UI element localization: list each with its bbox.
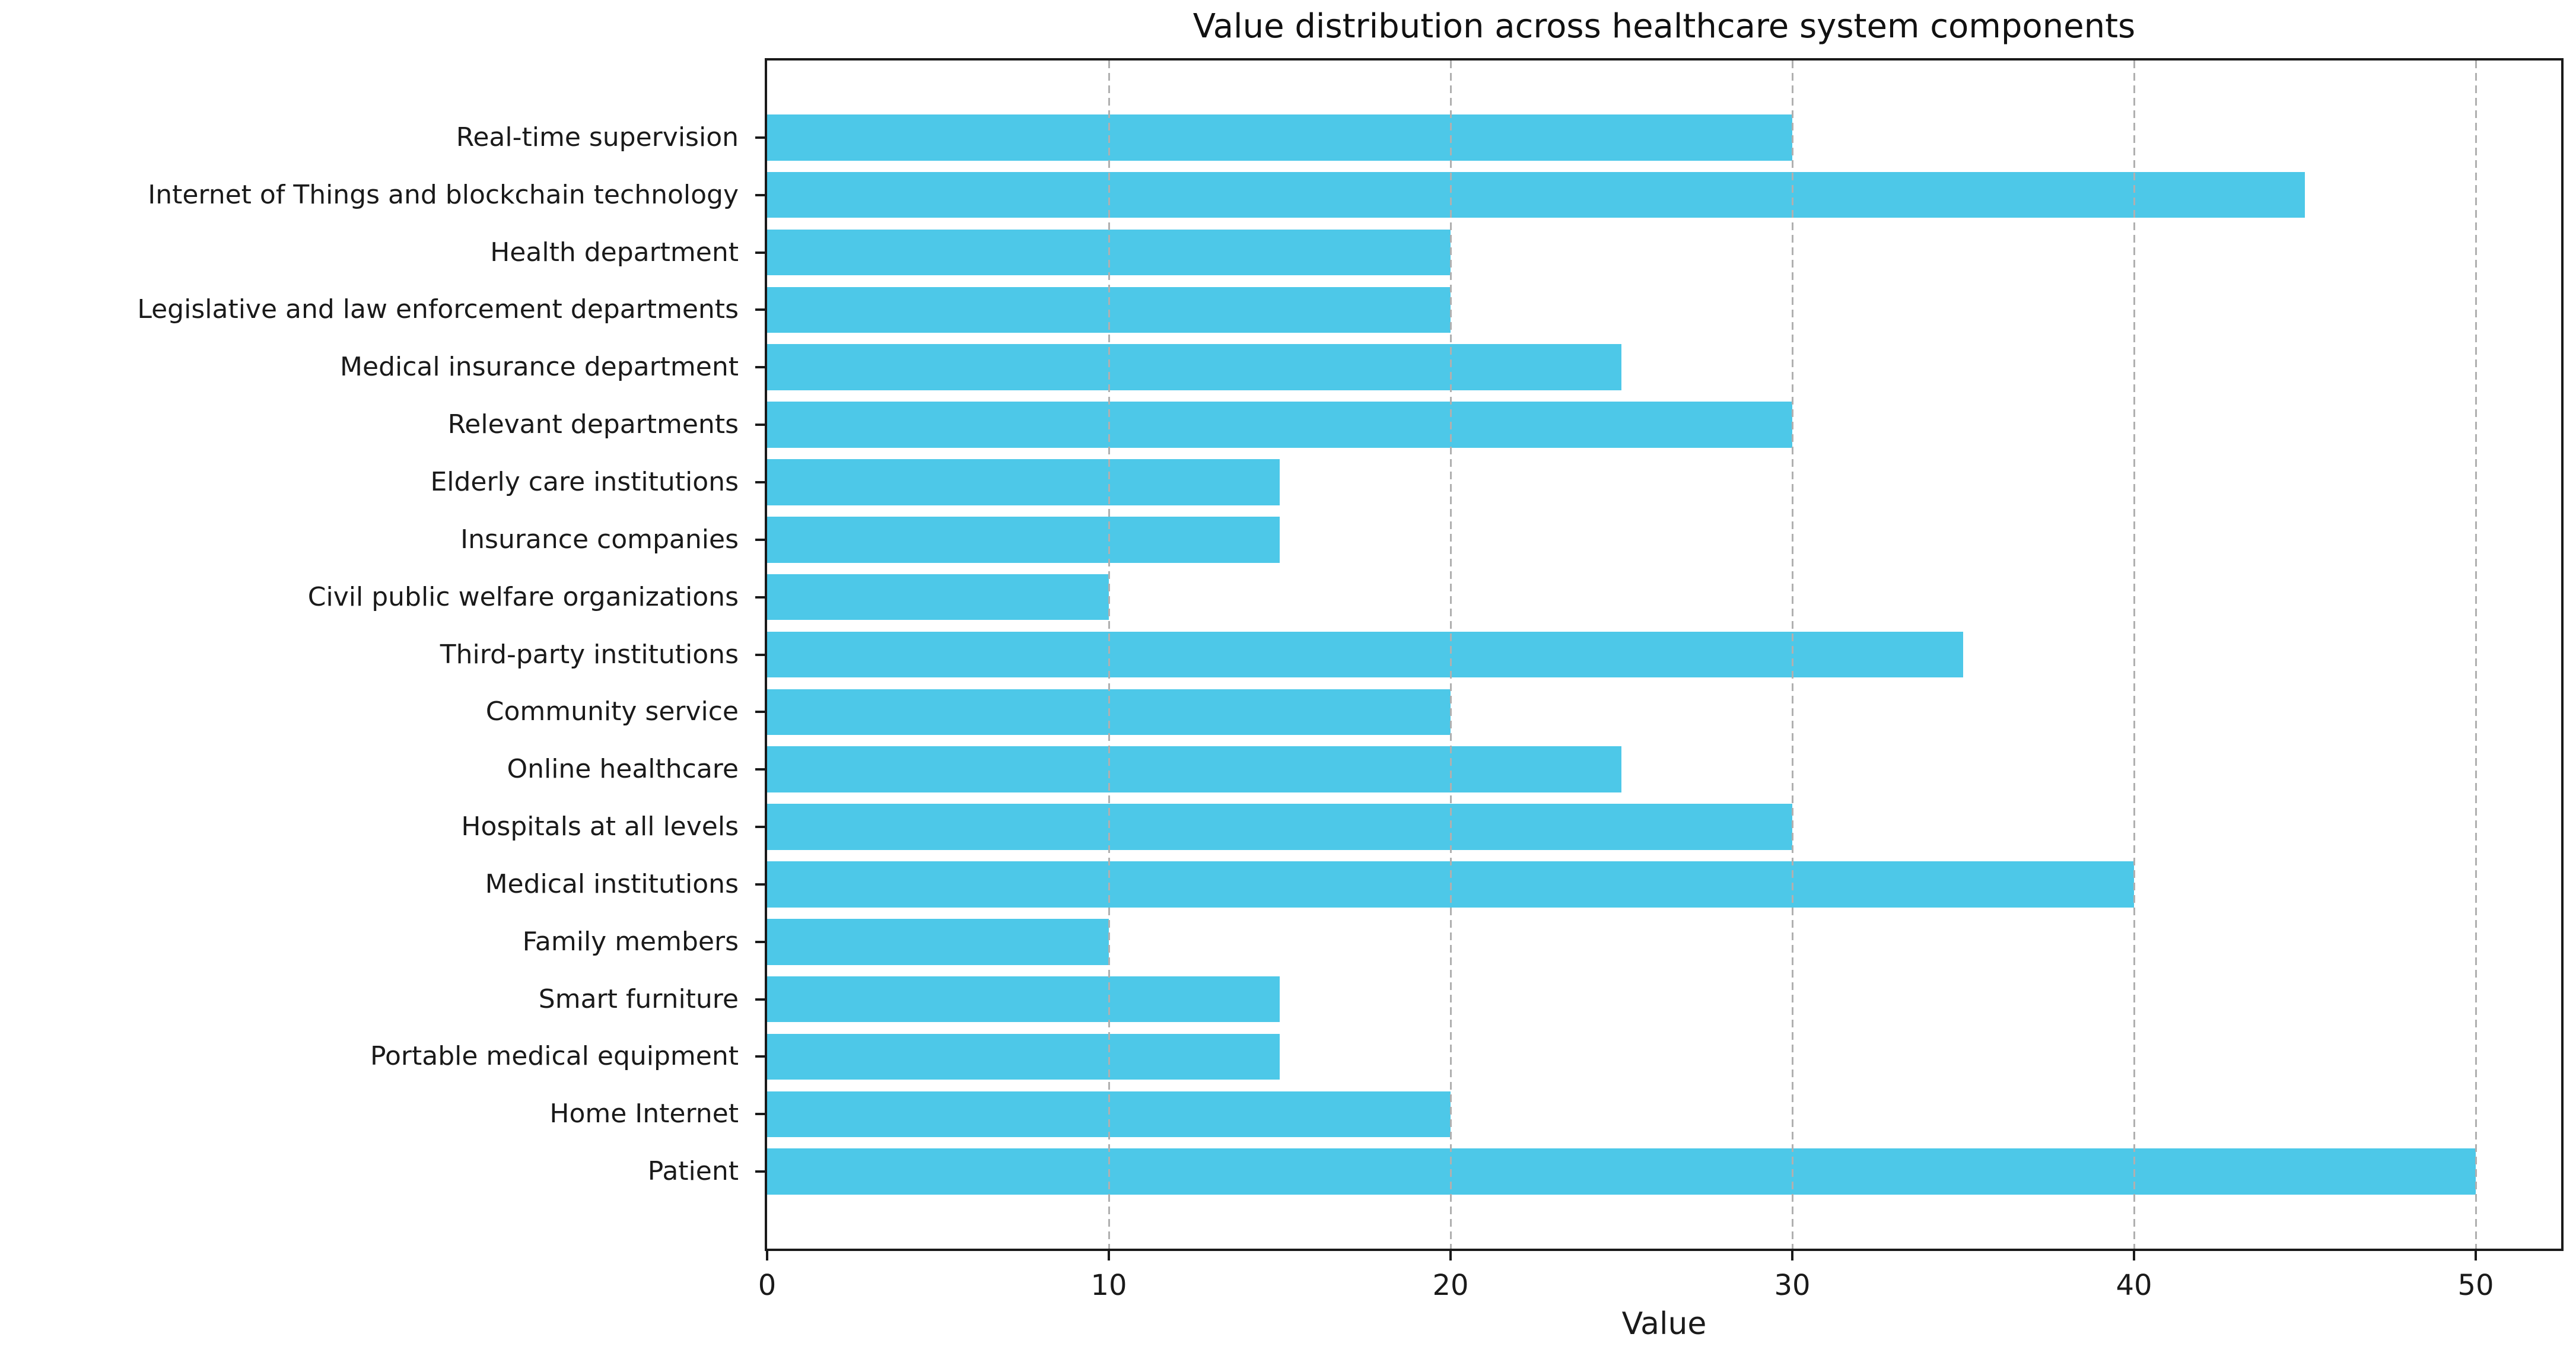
y-tick-label: Community service [485,696,739,727]
y-tick-label: Medical institutions [485,868,739,899]
x-axis-label: Value [1621,1306,1707,1342]
bar [767,574,1109,620]
x-tick-label: 50 [2457,1269,2494,1302]
bar [767,344,1621,390]
y-tick-mark [755,826,765,829]
y-tick-mark [755,480,765,483]
y-tick-label: Online healthcare [507,754,739,785]
chart-title: Value distribution across healthcare sys… [1192,7,2136,46]
gridline [1108,61,1110,1249]
y-tick-mark [755,653,765,656]
y-tick-label: Portable medical equipment [370,1041,739,1072]
y-tick-label: Relevant departments [447,409,739,440]
bar [767,919,1109,965]
bar [767,402,1792,448]
gridline [1791,61,1793,1249]
y-tick-mark [755,768,765,771]
y-tick-mark [755,940,765,943]
y-tick-mark [755,998,765,1001]
x-tick-label: 10 [1090,1269,1127,1302]
x-tick-mark [766,1251,768,1260]
x-tick-label: 20 [1432,1269,1469,1302]
y-tick-mark [755,424,765,426]
x-tick-mark [1791,1251,1793,1260]
y-tick-mark [755,1170,765,1173]
x-tick-label: 40 [2116,1269,2152,1302]
x-tick-mark [1108,1251,1110,1260]
x-tick-label: 0 [758,1269,777,1302]
y-tick-label: Civil public welfare organizations [307,581,739,612]
bar [767,114,1792,161]
y-tick-label: Elderly care institutions [430,466,739,497]
y-tick-label: Real-time supervision [456,122,739,152]
bar [767,746,1621,792]
y-tick-label: Patient [647,1156,739,1187]
y-tick-mark [755,366,765,369]
bar [767,1033,1280,1080]
y-tick-mark [755,1113,765,1116]
y-tick-mark [755,136,765,139]
y-tick-label: Medical insurance department [340,352,739,383]
y-tick-mark [755,251,765,254]
bar [767,976,1280,1023]
bar [767,459,1280,505]
y-tick-mark [755,596,765,599]
bar [767,171,2305,218]
y-tick-mark [755,883,765,886]
y-tick-mark [755,1055,765,1058]
bar [767,631,1963,678]
y-tick-label: Family members [522,926,739,957]
y-tick-label: Insurance companies [460,524,739,555]
plot-area [765,58,2564,1251]
y-tick-mark [755,538,765,541]
x-tick-mark [2475,1251,2477,1260]
y-tick-mark [755,711,765,714]
y-tick-label: Smart furniture [538,983,739,1014]
y-tick-label: Third-party institutions [440,639,739,670]
bar [767,517,1280,563]
y-tick-mark [755,308,765,311]
gridline [2475,61,2477,1249]
y-tick-label: Legislative and law enforcement departme… [137,294,739,325]
bar [767,1148,2476,1195]
x-tick-mark [1449,1251,1452,1260]
gridline [1449,61,1452,1249]
x-tick-label: 30 [1774,1269,1811,1302]
x-tick-mark [2133,1251,2135,1260]
gridline [2133,61,2135,1249]
y-tick-label: Health department [490,237,739,268]
y-tick-label: Home Internet [549,1099,739,1129]
bar [767,804,1792,850]
y-tick-label: Hospitals at all levels [461,811,739,842]
y-tick-mark [755,193,765,196]
y-tick-label: Internet of Things and blockchain techno… [148,179,739,210]
